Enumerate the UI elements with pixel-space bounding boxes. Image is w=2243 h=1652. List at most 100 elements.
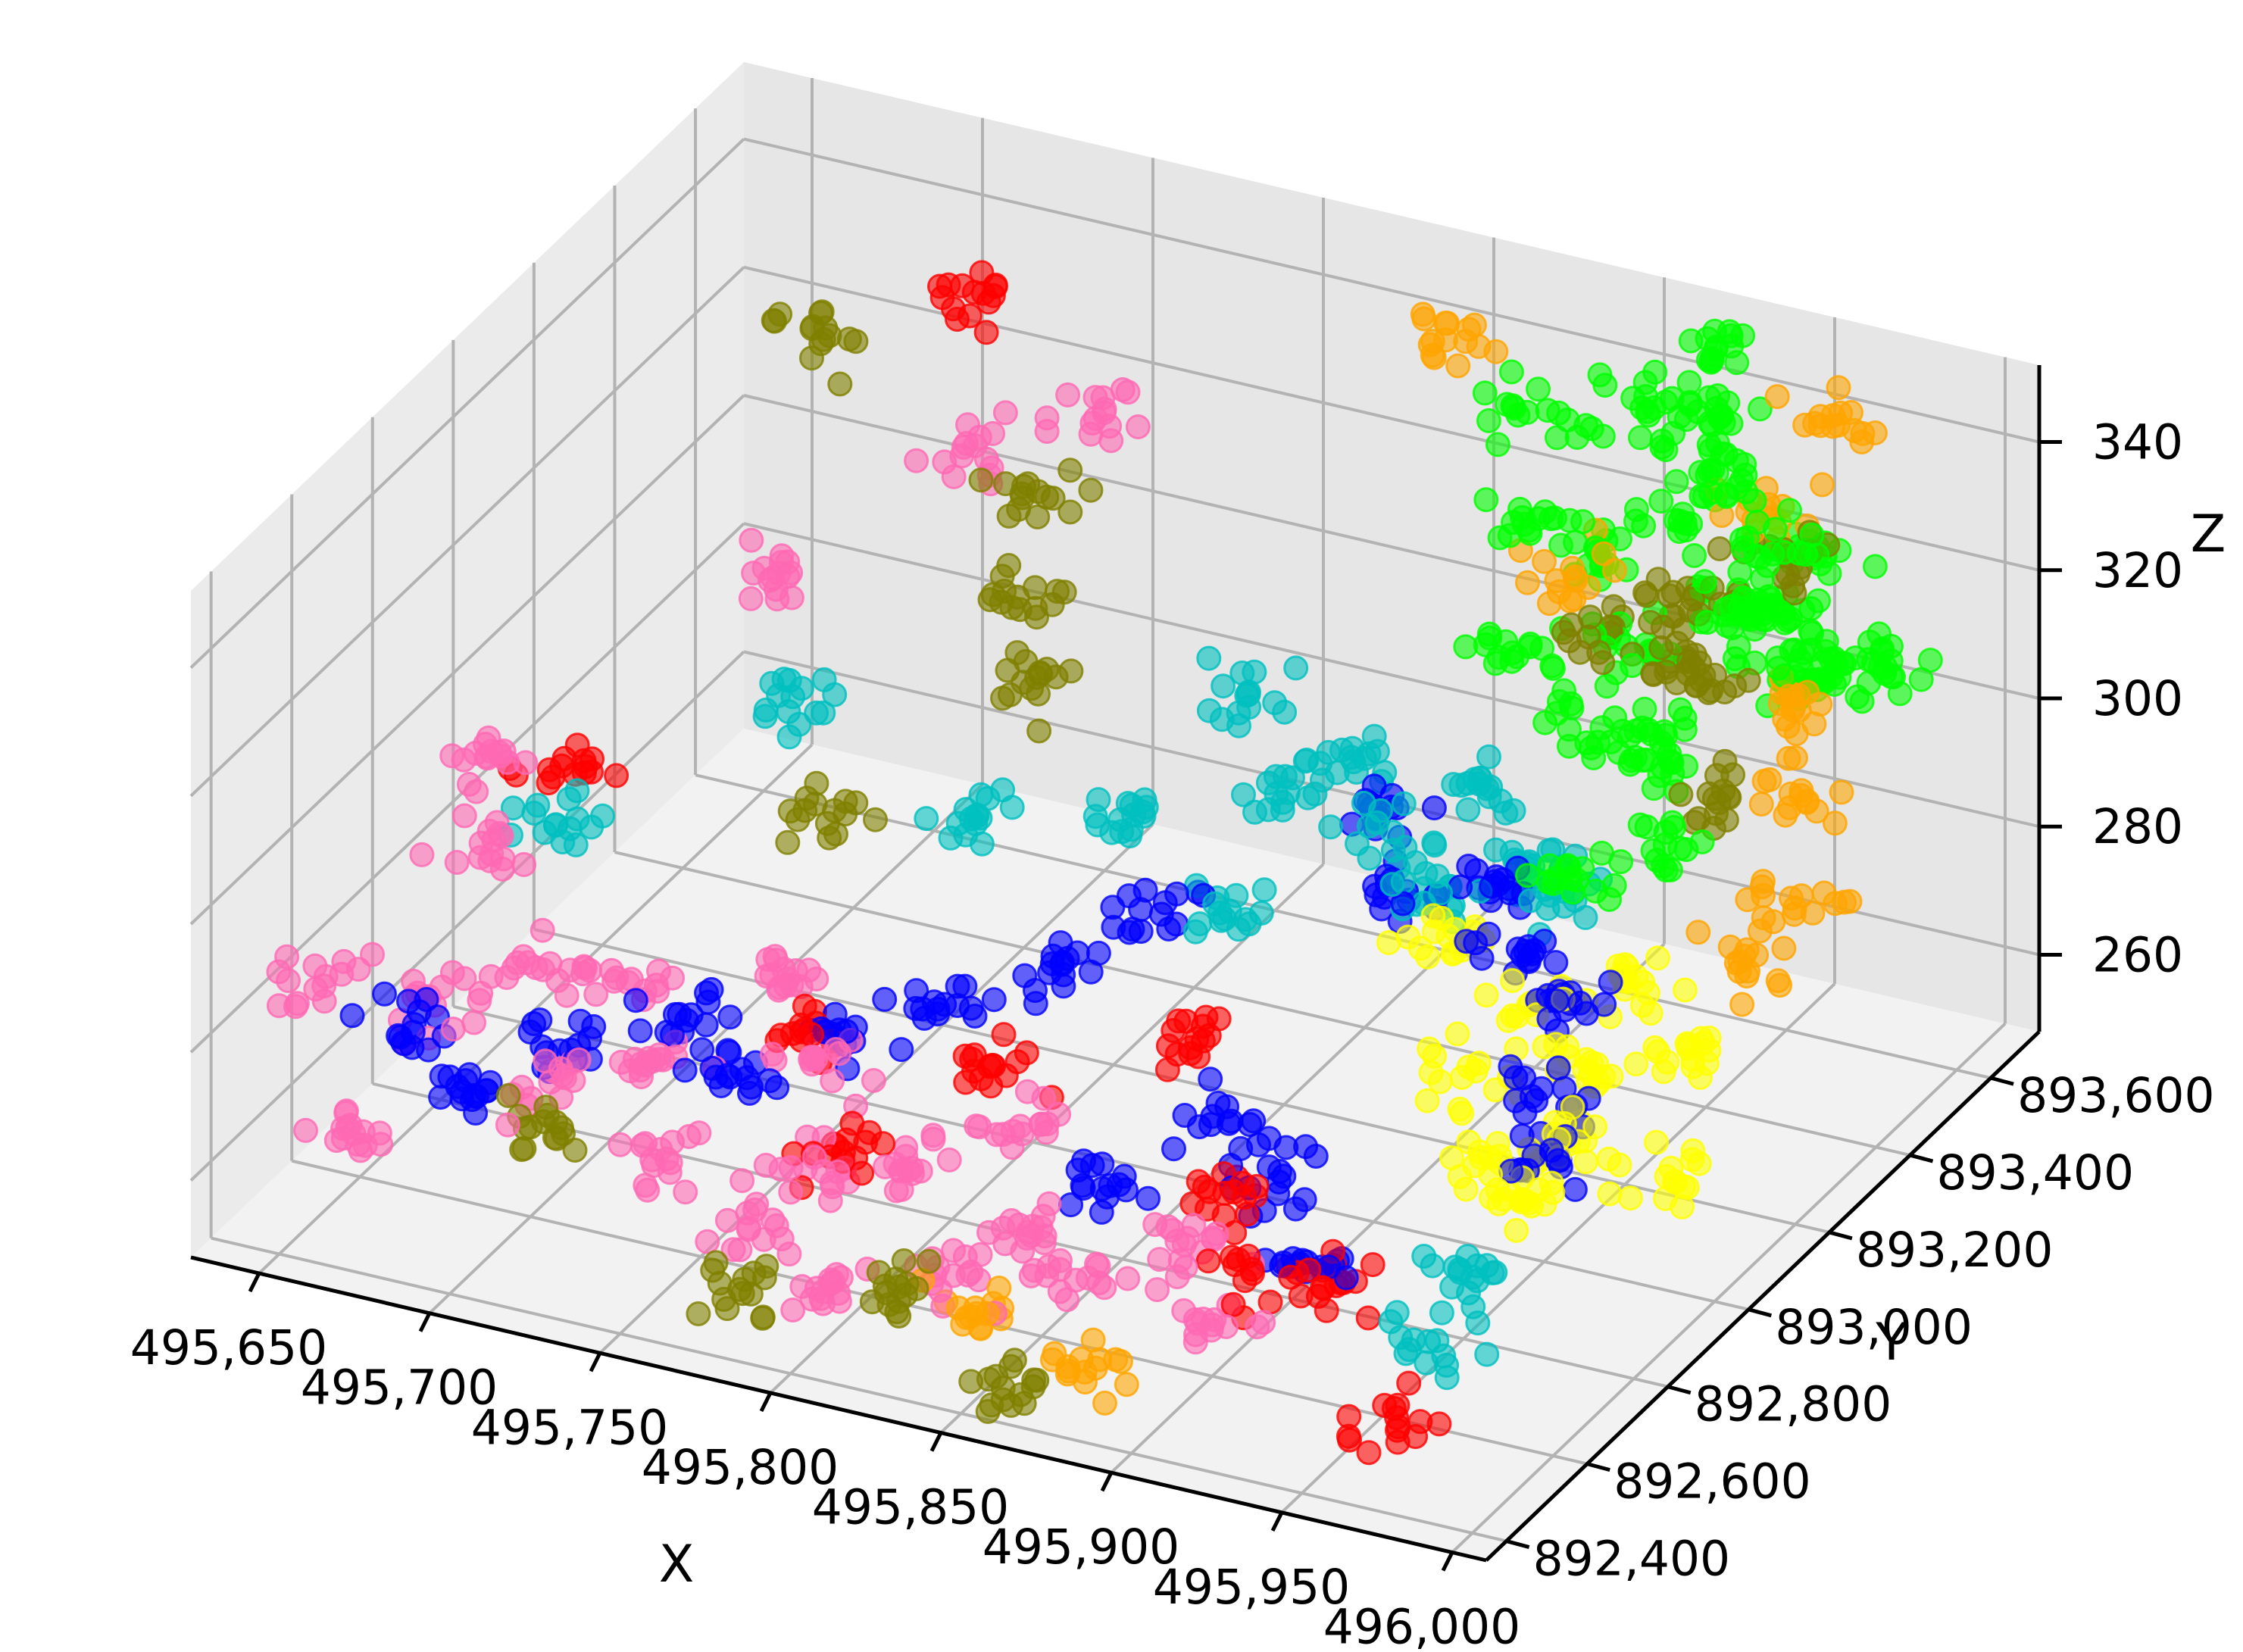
scatter-point [1908, 667, 1934, 692]
scatter-point [1396, 1370, 1422, 1396]
scatter-point [686, 1120, 712, 1146]
scatter-point [1145, 1277, 1170, 1303]
scatter-point [581, 1013, 607, 1039]
scatter-point [1688, 483, 1714, 509]
scatter-point [1136, 1185, 1161, 1211]
y-tick-mark [1586, 1462, 1610, 1472]
scatter-point [461, 1010, 487, 1035]
scatter-point [511, 944, 536, 970]
scatter-point [1345, 831, 1370, 857]
scatter-point [348, 1138, 373, 1163]
scatter-point [1455, 797, 1481, 823]
scatter-point [991, 1022, 1017, 1048]
scatter-point [1862, 554, 1888, 579]
y-axis-line [1485, 1030, 2041, 1562]
scatter-point [872, 1154, 898, 1179]
scatter-point [1477, 625, 1503, 651]
scatter-point [1479, 1260, 1505, 1285]
scatter-point [1634, 582, 1660, 608]
scatter-point [1390, 891, 1416, 917]
scatter-point [751, 1226, 776, 1252]
scatter-point [1056, 1358, 1081, 1384]
scatter-point [1479, 873, 1504, 899]
scatter-point [1482, 1077, 1508, 1103]
scatter-point [1057, 499, 1083, 525]
scatter-point [1543, 950, 1569, 976]
scatter-point [698, 976, 724, 1002]
scatter-point [1164, 881, 1189, 907]
y-tick-mark [1909, 1153, 1934, 1163]
scatter-point [1729, 992, 1755, 1017]
scatter-point [764, 586, 790, 612]
y-tick-mark [1505, 1539, 1530, 1549]
scatter-point [1597, 887, 1623, 912]
scatter-point [1516, 949, 1542, 974]
scatter-point [1828, 400, 1854, 426]
scatter-point [1704, 801, 1729, 826]
scatter-point [751, 1265, 777, 1291]
scatter-point [776, 699, 801, 724]
scatter-point [1663, 1169, 1688, 1194]
scatter-point [1651, 1059, 1676, 1085]
scatter-point [511, 851, 537, 877]
scatter-point [1237, 1112, 1263, 1138]
scatter-point [1092, 1390, 1117, 1416]
scatter-point [1529, 636, 1555, 661]
scatter-point [1087, 1347, 1113, 1373]
scatter-point [1532, 548, 1557, 574]
x-tick-label: 495,700 [301, 1360, 498, 1416]
scatter-point [1379, 872, 1405, 898]
scatter-point [495, 750, 520, 775]
scatter-point [1826, 375, 1851, 401]
scatter-point [916, 1248, 942, 1274]
scatter-point [1515, 863, 1540, 888]
scatter-point [604, 965, 629, 991]
y-axis-label: Y [1875, 1313, 1907, 1373]
scatter-point [1772, 663, 1798, 689]
scatter-point [1744, 942, 1770, 968]
scatter-point [1679, 1147, 1705, 1173]
scatter-point [1696, 1025, 1722, 1051]
scatter-point [1273, 1135, 1299, 1160]
scatter-point [1515, 570, 1540, 595]
scatter-point [849, 1160, 875, 1186]
scatter-point [1712, 748, 1738, 774]
scatter-point [714, 1296, 740, 1322]
scatter-point [1391, 791, 1417, 817]
scatter-point [950, 1311, 976, 1337]
scatter-point [775, 829, 801, 855]
scatter-point [889, 1177, 914, 1202]
scatter-point [1698, 678, 1724, 704]
scatter-point [1434, 1352, 1460, 1378]
scatter-point [1429, 1300, 1454, 1326]
scatter-point [1532, 499, 1558, 525]
scatter-point [870, 1131, 896, 1157]
scatter-point [1424, 1328, 1450, 1354]
scatter-point [409, 842, 435, 867]
scatter-point [1587, 362, 1613, 388]
scatter-point [1601, 557, 1627, 583]
scatter-point [554, 982, 579, 1008]
scatter-point [1657, 857, 1683, 882]
scatter-point [973, 446, 999, 472]
scatter-point [1823, 891, 1848, 917]
scatter-point [339, 1003, 365, 1029]
scatter-point [1372, 1392, 1398, 1418]
scatter-point [1545, 1055, 1571, 1081]
scatter-point [1735, 525, 1760, 551]
scatter-point [1623, 497, 1649, 523]
scatter-point [1115, 1266, 1141, 1291]
scatter-point [1648, 635, 1674, 660]
scatter-point [811, 700, 836, 726]
scatter-point [800, 314, 826, 339]
scatter-point [1029, 1111, 1054, 1137]
scatter-point [1493, 800, 1519, 826]
x-tick-mark [1270, 1511, 1284, 1532]
scatter-point [995, 657, 1020, 683]
scatter-point [1469, 945, 1495, 971]
scatter-point [1777, 498, 1802, 523]
scatter-point [914, 806, 939, 832]
scatter-point [444, 850, 470, 875]
scatter-point [703, 1250, 729, 1276]
scatter-point [1226, 700, 1251, 726]
